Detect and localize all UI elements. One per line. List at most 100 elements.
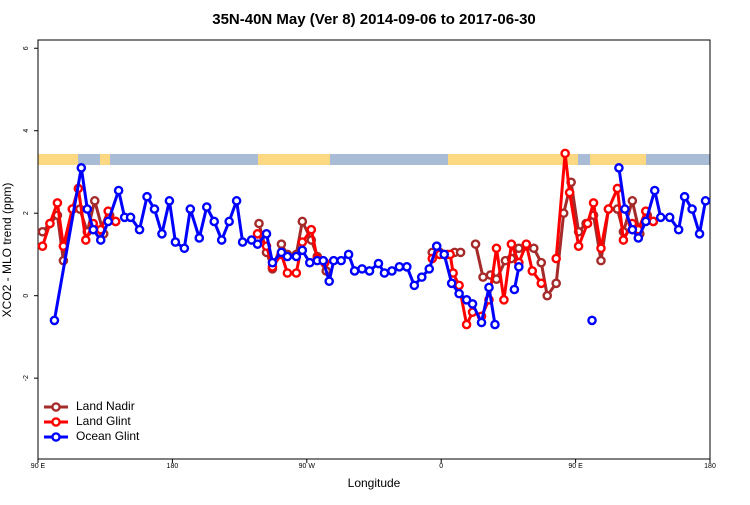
data-point: [179, 243, 190, 254]
data-point: [700, 196, 711, 206]
map-strip: [38, 154, 710, 165]
data-point: [113, 185, 124, 196]
data-point: [587, 315, 597, 326]
data-point: [499, 295, 509, 305]
data-point: [484, 282, 494, 293]
data-point: [209, 216, 220, 227]
data-point: [88, 224, 99, 235]
data-point: [491, 243, 502, 254]
data-point: [157, 229, 167, 239]
data-point: [387, 266, 397, 276]
data-point: [201, 202, 212, 212]
data-point: [509, 284, 520, 295]
data-point: [282, 251, 293, 262]
data-point: [491, 274, 502, 284]
data-point: [521, 239, 532, 249]
data-point: [679, 191, 690, 202]
data-point: [224, 216, 234, 227]
data-point: [514, 262, 524, 272]
data-point: [170, 237, 181, 247]
data-point: [536, 257, 547, 268]
y-tick-label: 0: [23, 294, 30, 298]
data-point: [254, 218, 264, 229]
data-point: [297, 245, 308, 256]
data-point: [649, 185, 660, 196]
data-point: [514, 243, 524, 254]
data-point: [506, 239, 517, 249]
data-point: [560, 148, 570, 159]
y-tick-label: 6: [23, 46, 30, 50]
land-strip: [258, 154, 330, 165]
data-point: [76, 163, 87, 173]
y-tick-label: -2: [23, 375, 30, 381]
data-point: [476, 317, 487, 328]
data-point: [216, 235, 227, 245]
data-point: [267, 257, 278, 268]
data-point: [640, 216, 651, 227]
data-point: [49, 315, 60, 326]
data-point: [564, 187, 575, 198]
data-point: [627, 224, 638, 235]
data-point: [424, 264, 435, 274]
data-point: [409, 280, 420, 291]
data-point: [80, 235, 91, 245]
data-point: [343, 249, 354, 260]
x-tick-label: 180: [704, 463, 716, 470]
data-point: [648, 216, 659, 227]
data-point: [536, 278, 547, 289]
data-point: [95, 235, 106, 245]
data-point: [431, 241, 442, 252]
data-point: [324, 276, 335, 287]
data-point: [673, 224, 684, 235]
data-point: [416, 272, 427, 282]
legend-marker: [51, 432, 61, 442]
data-point: [461, 319, 472, 330]
data-point: [379, 268, 390, 278]
data-point: [528, 243, 539, 254]
data-point: [357, 264, 367, 274]
data-point: [618, 235, 629, 245]
data-point: [318, 255, 329, 266]
y-axis-label: XCO2 - MLO trend (ppm): [0, 183, 14, 318]
x-tick-label: 90 W: [299, 463, 316, 470]
data-point: [89, 196, 100, 206]
data-point: [612, 183, 623, 194]
data-point: [328, 255, 339, 266]
legend-label: Land Nadir: [76, 399, 135, 413]
data-point: [291, 251, 302, 262]
data-point: [297, 216, 308, 227]
data-point: [655, 212, 666, 223]
y-tick-label: 4: [23, 129, 30, 133]
data-point: [282, 268, 293, 278]
data-point: [276, 239, 287, 249]
land-strip: [448, 154, 578, 165]
data-point: [542, 290, 553, 301]
ocean-strip: [38, 154, 710, 165]
legend-marker: [51, 417, 61, 427]
data-point: [194, 233, 205, 243]
data-point: [149, 204, 160, 214]
data-point: [336, 255, 346, 266]
x-tick-label: 0: [439, 463, 443, 470]
legend-marker: [51, 402, 61, 412]
x-tick-label: 90 E: [568, 463, 583, 470]
data-point: [687, 204, 697, 214]
data-point: [364, 266, 375, 276]
data-point: [237, 237, 248, 247]
data-point: [455, 247, 466, 258]
data-point: [291, 268, 302, 278]
legend-label: Land Glint: [76, 414, 131, 428]
data-point: [551, 253, 561, 264]
data-point: [52, 198, 63, 208]
data-point: [588, 198, 599, 208]
data-point: [134, 224, 145, 235]
data-point: [103, 216, 113, 227]
data-point: [373, 258, 384, 269]
data-point: [125, 212, 136, 223]
data-point: [164, 196, 175, 206]
data-point: [470, 239, 481, 249]
data-point: [402, 262, 412, 272]
data-point: [467, 299, 478, 309]
